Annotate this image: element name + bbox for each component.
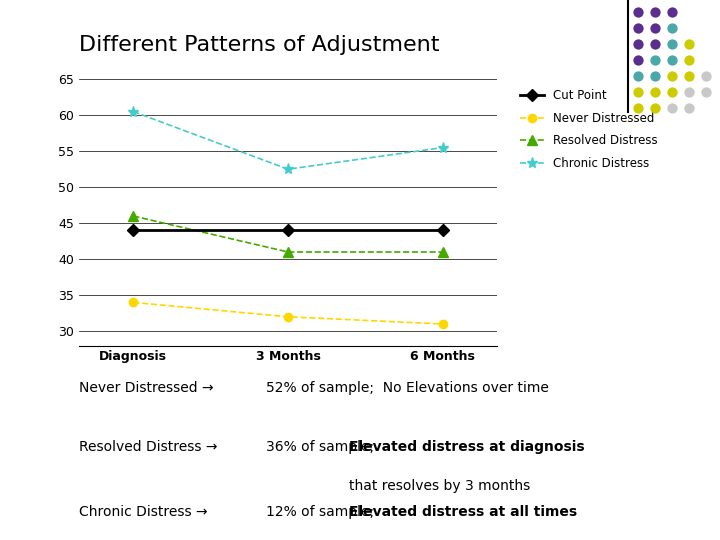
Point (649, 24, 661, 32)
Point (632, 72, 644, 80)
Point (649, 56, 661, 64)
Point (683, 104, 695, 112)
Point (683, 87, 695, 96)
Point (666, 72, 678, 80)
Text: 12% of sample;: 12% of sample; (266, 505, 379, 519)
Text: Elevated distress at all times: Elevated distress at all times (349, 505, 577, 519)
Point (666, 56, 678, 64)
Point (649, 104, 661, 112)
Text: that resolves by 3 months: that resolves by 3 months (349, 479, 531, 493)
Point (701, 72, 712, 80)
Point (649, 39, 661, 48)
Point (683, 39, 695, 48)
Point (632, 56, 644, 64)
Point (649, 87, 661, 96)
Text: Chronic Distress →: Chronic Distress → (79, 505, 208, 519)
Text: Resolved Distress →: Resolved Distress → (79, 440, 217, 454)
Point (666, 104, 678, 112)
Point (666, 8, 678, 16)
Point (632, 87, 644, 96)
Text: Different Patterns of Adjustment: Different Patterns of Adjustment (79, 35, 440, 55)
Point (632, 8, 644, 16)
Point (632, 104, 644, 112)
Text: 36% of sample;: 36% of sample; (266, 440, 379, 454)
Point (632, 24, 644, 32)
Point (632, 39, 644, 48)
Point (683, 72, 695, 80)
Point (666, 24, 678, 32)
Point (701, 87, 712, 96)
Point (683, 56, 695, 64)
Point (649, 72, 661, 80)
Legend: Cut Point, Never Distressed, Resolved Distress, Chronic Distress: Cut Point, Never Distressed, Resolved Di… (516, 85, 662, 174)
Point (666, 39, 678, 48)
Text: Elevated distress at diagnosis: Elevated distress at diagnosis (349, 440, 585, 454)
Text: 52% of sample;  No Elevations over time: 52% of sample; No Elevations over time (266, 381, 549, 395)
Text: Never Distressed →: Never Distressed → (79, 381, 214, 395)
Point (649, 8, 661, 16)
Point (666, 87, 678, 96)
